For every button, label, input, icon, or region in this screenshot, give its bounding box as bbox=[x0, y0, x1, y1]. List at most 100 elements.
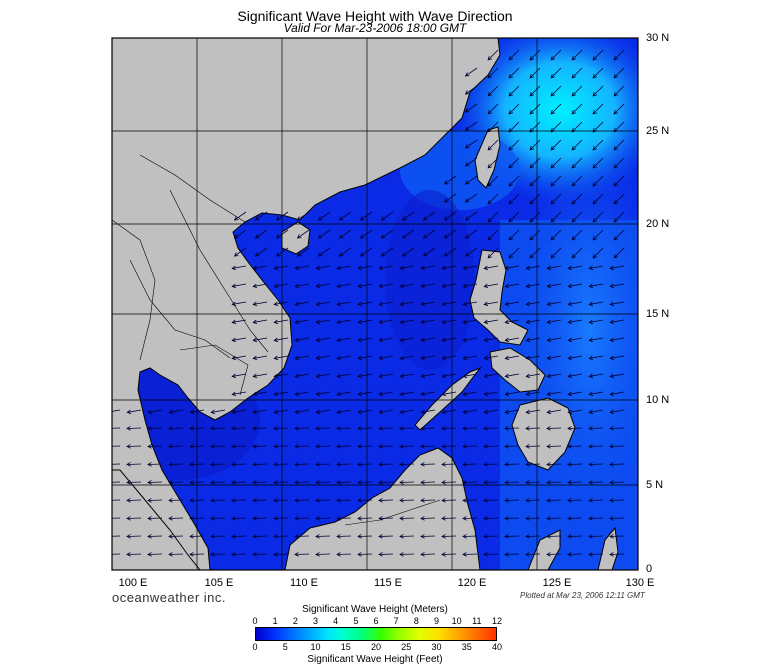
wave-arrow bbox=[546, 355, 562, 361]
wave-arrow bbox=[609, 301, 625, 307]
wave-arrow bbox=[420, 391, 436, 397]
wave-arrow bbox=[401, 229, 415, 239]
land-taiwan bbox=[474, 126, 501, 189]
wave-arrow bbox=[252, 516, 268, 521]
wave-arrow bbox=[294, 355, 310, 361]
wave-arrow bbox=[315, 534, 331, 539]
wave-arrow bbox=[273, 355, 289, 361]
wave-arrow bbox=[609, 534, 625, 539]
wave-arrow bbox=[147, 534, 163, 539]
wave-arrow bbox=[294, 534, 310, 539]
wave-arrow bbox=[126, 516, 142, 521]
colorbar-meters-title: Significant Wave Height (Meters) bbox=[302, 604, 448, 615]
wave-arrow bbox=[508, 103, 520, 115]
wave-arrow bbox=[294, 409, 310, 415]
wave-arrow bbox=[609, 265, 625, 271]
wave-arrow bbox=[462, 498, 478, 503]
wave-arrow bbox=[357, 552, 373, 557]
land-asia-mainland bbox=[112, 38, 501, 570]
wave-arrow bbox=[462, 426, 478, 431]
wave-arrow bbox=[168, 462, 184, 467]
wave-arrow bbox=[231, 337, 247, 343]
wave-arrow bbox=[210, 534, 226, 539]
wave-arrow bbox=[126, 498, 142, 503]
wave-arrow bbox=[378, 426, 394, 431]
wave-arrow bbox=[399, 373, 415, 379]
wave-arrow bbox=[378, 480, 394, 485]
wave-arrow bbox=[464, 85, 478, 95]
wave-arrow bbox=[112, 409, 121, 412]
wave-arrow bbox=[525, 283, 541, 289]
wave-arrow bbox=[147, 552, 163, 557]
wave-arrow bbox=[294, 480, 310, 485]
wave-arrow bbox=[571, 229, 583, 241]
wave-arrow bbox=[462, 265, 478, 271]
wave-arrow bbox=[508, 193, 520, 205]
wave-arrow bbox=[508, 49, 520, 61]
wave-arrow bbox=[378, 498, 394, 503]
wave-arrow bbox=[296, 211, 310, 221]
wave-arrow bbox=[546, 265, 562, 271]
wave-arrow bbox=[546, 373, 562, 379]
wave-arrow bbox=[592, 139, 604, 151]
wave-arrow bbox=[317, 247, 331, 257]
wave-arrow bbox=[529, 157, 541, 169]
wave-arrow bbox=[483, 355, 499, 361]
wave-arrow bbox=[508, 211, 520, 223]
wave-arrow bbox=[441, 337, 457, 343]
wave-arrow bbox=[567, 444, 583, 449]
wave-arrow bbox=[567, 409, 583, 415]
wave-arrow bbox=[378, 462, 394, 467]
wave-arrow bbox=[112, 481, 121, 483]
wave-arrow bbox=[464, 121, 478, 131]
wave-arrow bbox=[336, 319, 352, 325]
wave-arrow bbox=[441, 265, 457, 271]
wave-arrow bbox=[315, 319, 331, 325]
wave-arrow bbox=[231, 301, 247, 307]
wave-arrow bbox=[315, 444, 331, 449]
wave-arrow bbox=[420, 534, 436, 539]
wave-arrow bbox=[357, 301, 373, 307]
wave-arrow bbox=[487, 193, 499, 205]
wave-arrow bbox=[588, 337, 604, 343]
colorbar-feet-tick: 30 bbox=[431, 642, 442, 652]
wave-arrow bbox=[254, 229, 268, 239]
wave-arrow bbox=[525, 355, 541, 361]
wave-arrow bbox=[462, 552, 478, 557]
wave-arrow bbox=[252, 498, 268, 503]
wave-arrow bbox=[378, 319, 394, 325]
wave-arrow bbox=[529, 139, 541, 151]
wave-arrow bbox=[609, 444, 625, 449]
wave-arrow bbox=[357, 444, 373, 449]
wave-arrow bbox=[399, 444, 415, 449]
colorbar-feet-tick: 40 bbox=[491, 642, 502, 652]
wave-arrow bbox=[525, 319, 541, 325]
wave-arrow bbox=[529, 67, 541, 79]
wave-arrow bbox=[315, 283, 331, 289]
wave-arrow bbox=[443, 211, 457, 221]
wave-arrow bbox=[380, 247, 394, 257]
wave-arrow bbox=[231, 534, 247, 539]
wave-arrow bbox=[483, 426, 499, 431]
wave-arrow bbox=[508, 175, 520, 187]
wave-arrow bbox=[147, 426, 163, 431]
wave-arrow bbox=[550, 85, 562, 97]
border-laos bbox=[169, 189, 269, 353]
wave-arrow bbox=[567, 283, 583, 289]
wave-arrow bbox=[567, 534, 583, 539]
colorbar-feet-tick: 15 bbox=[340, 642, 351, 652]
wave-arrow bbox=[252, 373, 268, 379]
wave-arrow bbox=[550, 49, 562, 61]
wave-arrow bbox=[420, 355, 436, 361]
colorbar-meter-tick: 2 bbox=[292, 616, 298, 626]
wave-arrow bbox=[357, 373, 373, 379]
wave-arrow bbox=[357, 391, 373, 397]
wave-arrow bbox=[273, 552, 289, 557]
border-myanmar bbox=[112, 219, 156, 361]
colorbar-meter-tick: 6 bbox=[373, 616, 379, 626]
wave-arrow bbox=[399, 498, 415, 503]
wave-arrow bbox=[567, 337, 583, 343]
wave-arrow bbox=[252, 391, 268, 397]
wave-arrow bbox=[315, 337, 331, 343]
